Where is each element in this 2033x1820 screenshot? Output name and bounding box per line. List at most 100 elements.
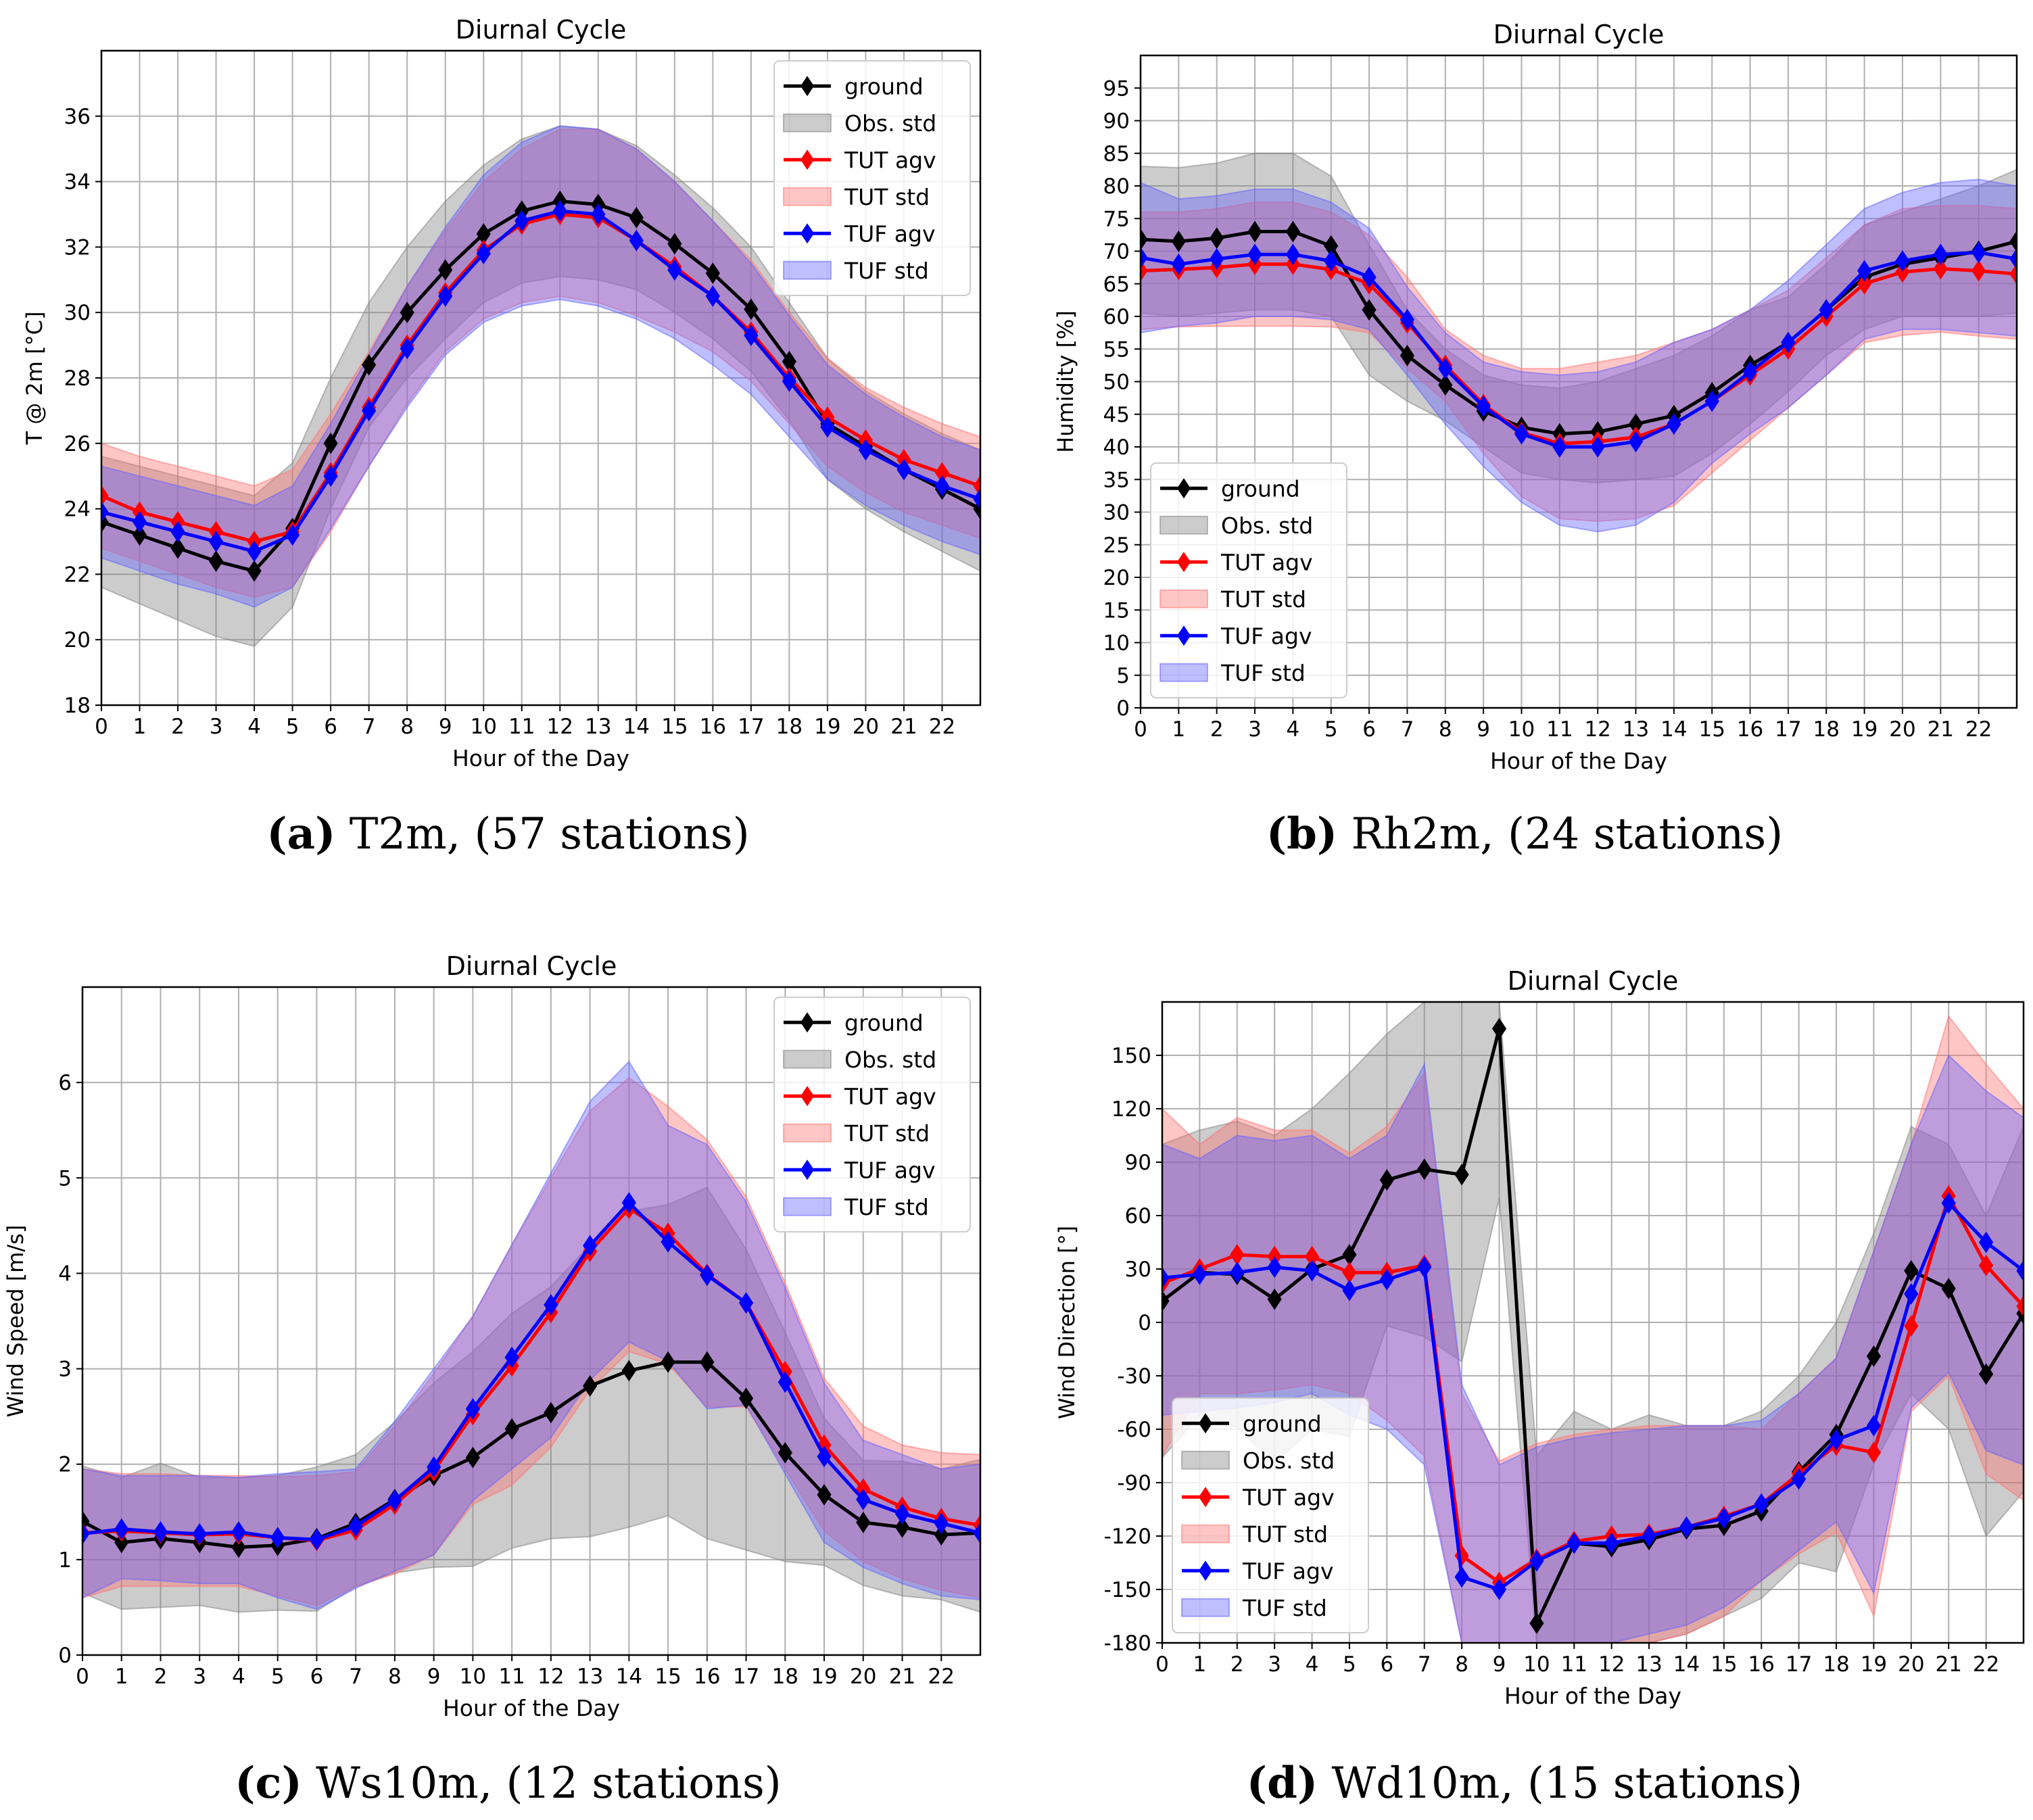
data-point (778, 1371, 792, 1393)
data-point (934, 1512, 949, 1535)
legend-label: TUT agv (844, 1083, 936, 1109)
legend-band-swatch (1159, 663, 1208, 682)
data-point (2016, 1295, 2024, 1318)
data-point (1476, 396, 1491, 418)
legend-label: Obs. std (844, 1047, 936, 1073)
legend-label: Obs. std (844, 110, 936, 137)
data-point (1362, 299, 1377, 321)
legend-label: TUF agv (1220, 623, 1312, 649)
y-tick-label: -180 (1104, 1631, 1151, 1656)
x-tick-label: 15 (661, 715, 688, 739)
x-tick-label: 2 (1210, 717, 1224, 742)
panel-ws10m: 0 1 2 3 4 5 6 7 8 9 10 11 12 13 14 15 16 17 18 19 20 21 22 0 1 2 3… (0, 910, 1016, 1820)
x-tick-label: 16 (700, 715, 726, 739)
panel-rh2m: 0 1 2 3 4 5 6 7 8 9 10 11 12 13 14 15 16 17 18 19 20 21 22 0 5 10… (1016, 0, 2033, 910)
data-point (1717, 1507, 1731, 1529)
x-tick-label: 6 (324, 715, 337, 739)
data-point (1971, 241, 1986, 264)
x-tick-label: 14 (616, 1665, 642, 1689)
data-point (934, 475, 950, 497)
data-point (348, 1515, 363, 1537)
data-point (1904, 1260, 1919, 1282)
data-point (1230, 1262, 1245, 1284)
legend-label: TUT agv (844, 147, 936, 173)
data-point (231, 1536, 246, 1558)
grid (101, 51, 980, 706)
x-tick-label: 12 (1584, 717, 1610, 742)
y-tick-label: 50 (1103, 370, 1130, 395)
x-tick-label: 6 (1362, 717, 1376, 742)
y-tick-label: 0 (1116, 696, 1130, 721)
x-tick-label: 12 (547, 715, 573, 739)
data-point (583, 1375, 598, 1397)
data-point (544, 1294, 558, 1316)
legend-label: Obs. std (1243, 1447, 1335, 1474)
data-point (1285, 220, 1300, 243)
y-tick-label: 95 (1103, 76, 1130, 101)
y-axis-label: Wind Speed [m/s] (3, 1225, 28, 1418)
legend: ground Obs. std TUT agv TUT std TUF agv TUF s… (1172, 1397, 1369, 1633)
legend-marker-swatch (1177, 478, 1191, 499)
x-tick-label: 2 (171, 715, 185, 739)
x-tick-label: 14 (1660, 717, 1687, 742)
legend-box (1150, 462, 1347, 698)
x-axis-label: Hour of the Day (452, 745, 629, 771)
x-tick-label: 0 (76, 1665, 89, 1689)
data-point (973, 1522, 980, 1544)
plot-area (101, 125, 980, 647)
legend-label: ground (844, 73, 924, 99)
legend-label: TUF agv (1242, 1558, 1333, 1584)
x-tick-label: 18 (1823, 1652, 1849, 1677)
data-point (114, 1518, 129, 1540)
legend-band-swatch (1159, 589, 1208, 608)
data-point (700, 1264, 715, 1287)
data-point (1566, 1532, 1581, 1554)
caption-t2m: (a) T2m, (57 stations) (0, 809, 1016, 859)
data-point (1792, 1468, 1807, 1490)
y-tick-label: 0 (1138, 1311, 1151, 1335)
x-tick-label: 13 (1623, 717, 1649, 742)
y-tick-label: 150 (1111, 1044, 1151, 1068)
data-point (1979, 1254, 1994, 1276)
data-point (738, 1292, 754, 1314)
data-point (1400, 308, 1415, 331)
caption-letter: (d) (1246, 1758, 1318, 1809)
y-tick-label: 80 (1103, 174, 1130, 199)
data-point (738, 1387, 754, 1410)
caption-rh2m: (b) Rh2m, (24 stations) (1016, 809, 2033, 859)
y-tick-label: 90 (1125, 1151, 1151, 1175)
x-tick-label: 21 (890, 715, 917, 739)
data-point (591, 203, 606, 225)
legend-label: TUF std (844, 1194, 929, 1220)
y-axis-label: T @ 2m [°C] (22, 312, 47, 446)
x-tick-label: 4 (1287, 717, 1300, 742)
data-point (1895, 250, 1910, 272)
legend-label: TUF agv (844, 1157, 935, 1183)
legend-label: TUF std (844, 258, 929, 284)
data-point (1379, 1169, 1394, 1191)
legend-label: ground (844, 1009, 924, 1036)
x-tick-label: 21 (889, 1665, 915, 1689)
x-tick-label: 12 (1598, 1652, 1625, 1677)
data-point (1514, 423, 1529, 445)
data-point (1971, 260, 1986, 282)
data-point (621, 1360, 636, 1382)
plot-area (1162, 1002, 2024, 1643)
x-tick-label: 1 (1193, 1652, 1207, 1677)
x-tick-label: 9 (439, 715, 452, 739)
data-point (153, 1521, 168, 1543)
data-point (744, 325, 759, 346)
data-point (1933, 243, 1948, 266)
legend-band-swatch (1181, 1450, 1230, 1470)
data-point (661, 1351, 675, 1373)
chart-wd10m: 0 1 2 3 4 5 6 7 8 9 10 11 12 13 14 15 16 17 18 19 20 21 22-180… (1054, 966, 2025, 1709)
y-tick-label: 60 (1125, 1204, 1151, 1228)
x-axis-label: Hour of the Day (443, 1695, 620, 1721)
data-point (1192, 1263, 1207, 1285)
data-point (1754, 1493, 1769, 1515)
legend-label: ground (1243, 1410, 1322, 1437)
data-point (1857, 272, 1872, 295)
data-point (1679, 1516, 1694, 1538)
data-point (1866, 1414, 1882, 1437)
x-tick-label: 22 (928, 1665, 955, 1689)
